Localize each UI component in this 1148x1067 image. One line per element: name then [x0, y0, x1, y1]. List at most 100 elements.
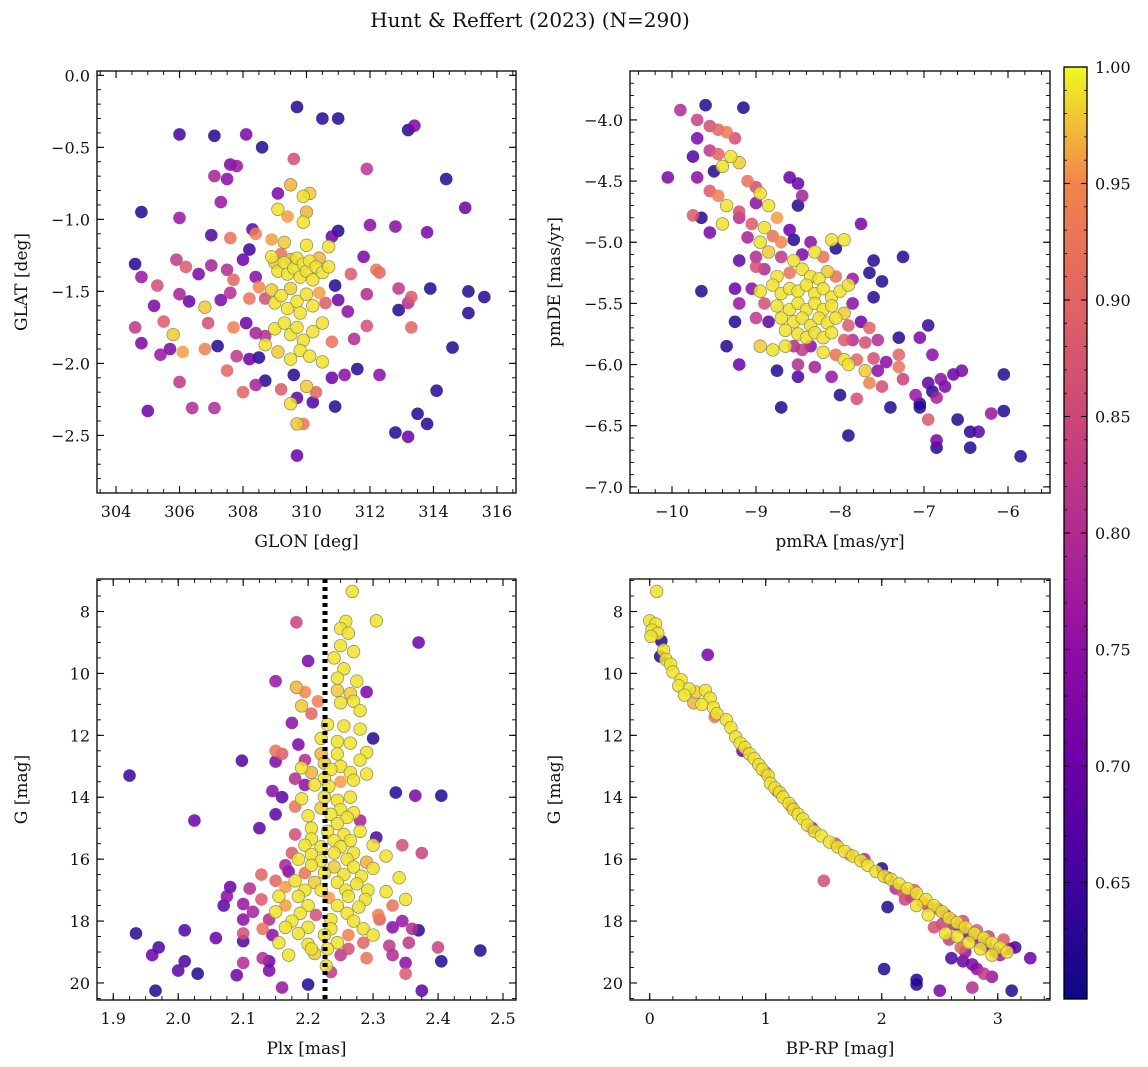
data-point: [283, 178, 298, 192]
data-point: [787, 233, 801, 247]
y-tick-label: −7.0: [584, 478, 623, 497]
x-tick-label: 306: [164, 502, 195, 521]
data-point: [272, 936, 286, 950]
data-point: [753, 339, 767, 353]
data-point: [306, 273, 320, 287]
x-axis-label: pmRA [mas/yr]: [775, 532, 904, 552]
data-point: [359, 767, 374, 781]
figure-title: Hunt & Reffert (2023) (N=290): [370, 8, 690, 32]
data-point: [269, 808, 282, 821]
data-point: [350, 674, 364, 688]
data-point: [795, 262, 809, 276]
data-point: [182, 295, 196, 308]
data-point: [151, 279, 164, 292]
data-point: [720, 125, 733, 139]
data-point: [863, 266, 876, 280]
data-point: [732, 205, 746, 218]
data-point: [320, 942, 335, 956]
data-point: [315, 355, 330, 369]
data-point: [338, 368, 351, 382]
data-point: [220, 172, 234, 186]
x-tick-label: −7: [912, 502, 936, 521]
data-point: [290, 616, 303, 629]
x-tick-label: 316: [482, 502, 513, 521]
data-point: [699, 98, 712, 112]
data-point: [711, 189, 725, 203]
data-point: [311, 695, 325, 708]
data-point: [824, 233, 839, 247]
data-point: [392, 282, 405, 295]
data-point: [343, 833, 357, 848]
data-point: [198, 300, 212, 314]
data-point: [309, 908, 323, 922]
x-tick-label: 3: [993, 1009, 1003, 1028]
data-point: [305, 707, 318, 720]
y-tick-label: 20: [603, 974, 623, 993]
data-point: [246, 905, 260, 919]
data-point: [711, 147, 725, 161]
scatter-points: [123, 584, 487, 997]
data-point: [360, 319, 374, 333]
data-point: [353, 824, 367, 838]
data-point: [879, 355, 893, 369]
data-point: [243, 352, 256, 366]
data-point: [356, 922, 370, 936]
data-point: [778, 339, 793, 353]
data-point: [695, 697, 709, 712]
data-point: [677, 688, 692, 702]
data-point: [249, 270, 262, 284]
colorbar-tick-label: 0.75: [1095, 641, 1131, 660]
y-tick-label: −1.0: [51, 210, 90, 229]
data-point: [294, 761, 309, 775]
data-point: [330, 816, 345, 831]
data-point: [997, 404, 1011, 418]
data-point: [401, 430, 415, 444]
data-point: [703, 226, 717, 239]
data-point: [686, 150, 700, 163]
data-point: [766, 278, 780, 292]
data-point: [316, 112, 329, 125]
data-point: [439, 172, 453, 186]
data-point: [178, 955, 191, 968]
data-point: [298, 838, 312, 852]
data-point: [243, 292, 256, 305]
y-tick-label: 0.0: [65, 66, 90, 85]
y-tick-label: −5.5: [584, 294, 623, 313]
data-point: [474, 944, 487, 957]
data-point: [958, 920, 972, 934]
data-point: [791, 177, 805, 190]
data-point: [287, 368, 301, 382]
data-point: [719, 198, 734, 213]
data-point: [340, 810, 354, 825]
x-tick-label: 304: [101, 502, 132, 521]
data-point: [236, 927, 250, 940]
data-point: [289, 680, 304, 694]
data-point: [758, 297, 771, 310]
data-point: [306, 325, 320, 339]
data-point: [220, 263, 234, 277]
data-point: [128, 257, 142, 271]
data-point: [420, 417, 434, 431]
y-tick-label: 20: [70, 974, 90, 993]
data-point: [458, 201, 472, 215]
data-point: [346, 773, 361, 787]
data-point: [330, 875, 345, 890]
data-point: [892, 331, 906, 345]
data-point: [820, 264, 835, 279]
data-point: [306, 396, 320, 409]
data-point: [910, 978, 923, 991]
data-point: [287, 152, 301, 166]
data-point: [728, 315, 742, 329]
data-point: [277, 316, 291, 330]
data-point: [396, 838, 409, 852]
data-point: [256, 922, 270, 936]
data-point: [963, 441, 977, 455]
data-point: [264, 250, 279, 264]
scatter-points: [661, 98, 1027, 463]
data-point: [274, 289, 288, 303]
x-tick-label: −9: [744, 502, 768, 521]
data-point: [360, 162, 374, 176]
data-point: [415, 984, 429, 997]
data-point: [405, 321, 418, 334]
data-point: [304, 858, 319, 872]
